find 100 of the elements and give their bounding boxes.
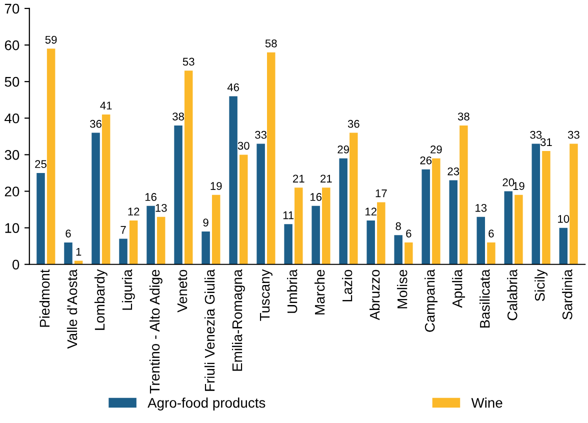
data-label: 9 xyxy=(203,218,208,226)
data-label: 6 xyxy=(488,230,494,238)
bar xyxy=(284,224,292,264)
bar xyxy=(202,231,210,264)
bar xyxy=(64,242,72,264)
data-label: 46 xyxy=(227,83,239,92)
bar xyxy=(432,158,440,264)
bar xyxy=(267,52,276,264)
bar xyxy=(184,70,193,264)
y-tick-label: 60 xyxy=(4,40,20,50)
bar xyxy=(212,194,220,264)
bar xyxy=(532,144,540,264)
x-tick-label: Valle d'Aosta xyxy=(66,269,78,349)
y-tick-label: 50 xyxy=(4,76,20,87)
bar xyxy=(74,260,83,264)
x-tick-label: Friuli Venezia Giulia xyxy=(204,269,215,391)
data-label: 6 xyxy=(66,230,71,238)
bar xyxy=(377,202,386,264)
data-label: 38 xyxy=(458,112,470,120)
x-tick-label: Apulia xyxy=(452,269,465,308)
x-tick-label: Campania xyxy=(424,269,438,332)
x-tick-label: Abruzzo xyxy=(370,270,380,320)
data-label: 21 xyxy=(293,174,304,183)
bar xyxy=(174,125,182,264)
data-label: 38 xyxy=(172,112,184,120)
data-label: 58 xyxy=(265,39,277,48)
y-tick-label: 20 xyxy=(4,186,20,196)
bar xyxy=(487,242,496,264)
y-tick-label: 30 xyxy=(4,150,20,160)
data-label: 33 xyxy=(530,130,542,139)
x-tick-label: Trentino - Alto Adige xyxy=(149,270,162,394)
bar xyxy=(476,216,485,264)
data-label: 11 xyxy=(283,211,294,220)
bar xyxy=(366,220,375,264)
data-label: 29 xyxy=(430,146,442,154)
bar xyxy=(46,48,56,264)
bar xyxy=(542,151,550,264)
bar xyxy=(156,216,166,264)
y-tick-label: 0 xyxy=(12,260,20,270)
bar xyxy=(559,228,568,264)
data-label: 8 xyxy=(396,222,401,230)
data-label: 36 xyxy=(90,120,102,128)
data-label: 33 xyxy=(568,130,580,139)
legend-label: Agro-food products xyxy=(148,398,266,410)
bar xyxy=(404,242,413,264)
bar xyxy=(92,132,100,264)
x-tick-label: Emilia-Romagna xyxy=(232,269,245,371)
bar xyxy=(256,144,265,264)
data-label: 10 xyxy=(558,214,570,223)
bar xyxy=(570,144,578,264)
x-tick-label: Lazio xyxy=(342,270,352,302)
data-label: 20 xyxy=(502,178,514,186)
x-tick-label: Liguria xyxy=(122,269,135,310)
bar xyxy=(312,206,320,264)
x-tick-label: Molise xyxy=(397,270,408,308)
legend-label: Wine xyxy=(471,398,502,408)
x-tick-label: Piedmont xyxy=(39,269,50,327)
data-label: 13 xyxy=(476,204,487,212)
data-label: 53 xyxy=(182,58,194,66)
x-tick-label: Sardinia xyxy=(562,269,572,320)
data-label: 12 xyxy=(128,208,140,216)
bar xyxy=(294,188,303,264)
data-label: 29 xyxy=(338,146,349,154)
data-label: 26 xyxy=(420,156,432,164)
data-label: 16 xyxy=(145,193,156,201)
data-label: 25 xyxy=(35,160,46,168)
bar xyxy=(119,238,128,264)
bar xyxy=(229,96,238,264)
y-tick-label: 40 xyxy=(4,113,20,124)
x-tick-label: Sicily xyxy=(534,269,548,302)
x-tick-label: Marche xyxy=(314,270,325,314)
x-tick-label: Umbria xyxy=(287,269,298,313)
bar xyxy=(146,206,155,264)
data-label: 19 xyxy=(210,182,222,190)
data-label: 31 xyxy=(540,138,552,146)
bar xyxy=(460,125,468,264)
bar xyxy=(36,172,45,264)
x-tick-label: Basilicata xyxy=(480,269,490,328)
x-tick-label: Tuscany xyxy=(260,269,272,321)
bar xyxy=(394,235,402,264)
data-label: 6 xyxy=(406,230,412,238)
data-label: 16 xyxy=(310,193,322,201)
data-label: 41 xyxy=(100,102,112,110)
data-label: 12 xyxy=(366,208,376,216)
bar xyxy=(322,188,330,264)
data-label: 30 xyxy=(238,142,250,150)
data-label: 19 xyxy=(513,182,524,190)
data-label: 13 xyxy=(156,204,167,212)
bar xyxy=(422,169,430,264)
bar xyxy=(350,132,358,264)
bar xyxy=(339,158,348,264)
data-label: 59 xyxy=(45,36,57,44)
x-tick-label: Veneto xyxy=(177,270,188,312)
y-tick-label: 70 xyxy=(4,4,20,14)
bar xyxy=(239,154,248,264)
bar xyxy=(514,194,523,264)
data-label: 33 xyxy=(255,130,266,139)
y-tick-label: 10 xyxy=(5,223,20,233)
bar xyxy=(504,191,513,264)
data-label: 21 xyxy=(320,174,332,183)
